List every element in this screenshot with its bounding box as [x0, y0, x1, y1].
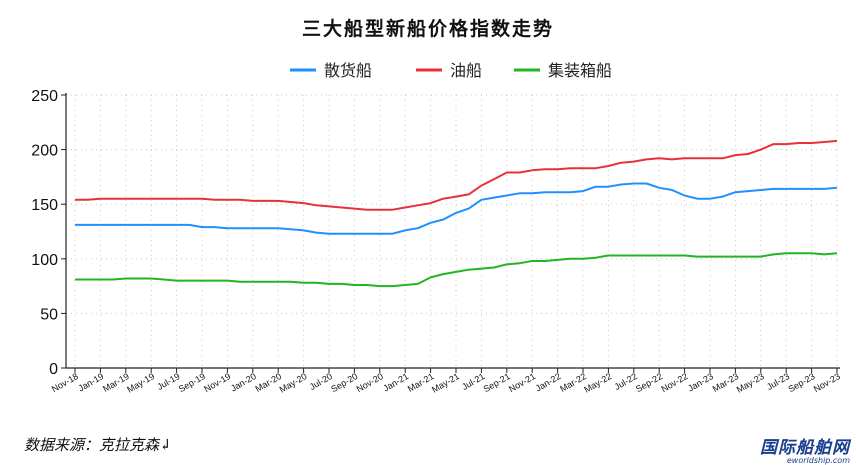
x-tick-label: May-22 [582, 371, 613, 395]
x-tick-label: May-23 [735, 371, 766, 395]
x-tick-label: Jan-21 [381, 371, 410, 393]
x-tick-label: Sep-23 [786, 371, 816, 394]
chart-title: 三大船型新船价格指数走势 [301, 18, 554, 40]
legend-label: 油船 [450, 61, 482, 80]
x-tick-label: May-21 [430, 371, 461, 395]
x-tick-label: Sep-19 [177, 371, 207, 394]
x-tick-label: Jan-23 [686, 371, 715, 393]
x-tick-label: Nov-21 [507, 371, 537, 394]
logo-text: 国际船舶网 [760, 438, 850, 458]
x-tick-label: Sep-20 [329, 371, 359, 394]
x-tick-label: Nov-20 [355, 371, 385, 394]
x-tick-label: May-19 [125, 371, 156, 395]
x-tick-label: Mar-23 [711, 371, 741, 394]
data-source-note: 数据来源：克拉克森↲ [24, 436, 172, 454]
x-tick-label: Nov-23 [812, 371, 842, 394]
y-tick-label: 100 [31, 252, 58, 269]
x-tick-label: Mar-19 [101, 371, 131, 394]
y-tick-label: 200 [31, 143, 58, 160]
series-line-3 [75, 252, 838, 288]
x-tick-label: Jan-20 [229, 371, 258, 393]
x-tick-label: Nov-22 [659, 371, 689, 394]
x-tick-label: Jan-19 [77, 371, 106, 393]
x-tick-label: Sep-21 [482, 371, 512, 394]
y-tick-label: 250 [31, 88, 58, 105]
x-tick-label: Jan-22 [534, 371, 563, 393]
x-tick-label: May-20 [278, 371, 309, 395]
y-tick-label: 150 [31, 197, 58, 214]
legend-label: 散货船 [324, 61, 372, 80]
x-tick-label: Mar-21 [406, 371, 436, 394]
y-tick-label: 0 [49, 361, 58, 378]
site-logo: 国际船舶网 eworldship.com [760, 433, 850, 465]
series-line-2 [75, 139, 838, 211]
series-line-1 [75, 182, 838, 235]
x-tick-label: Nov-19 [202, 371, 232, 394]
x-tick-label: Mar-20 [254, 371, 284, 394]
logo-url: eworldship.com [786, 456, 850, 465]
y-tick-label: 50 [40, 306, 58, 323]
x-tick-label: Mar-22 [558, 371, 588, 394]
legend-label: 集装箱船 [548, 61, 612, 80]
x-tick-label: Sep-22 [634, 371, 664, 394]
